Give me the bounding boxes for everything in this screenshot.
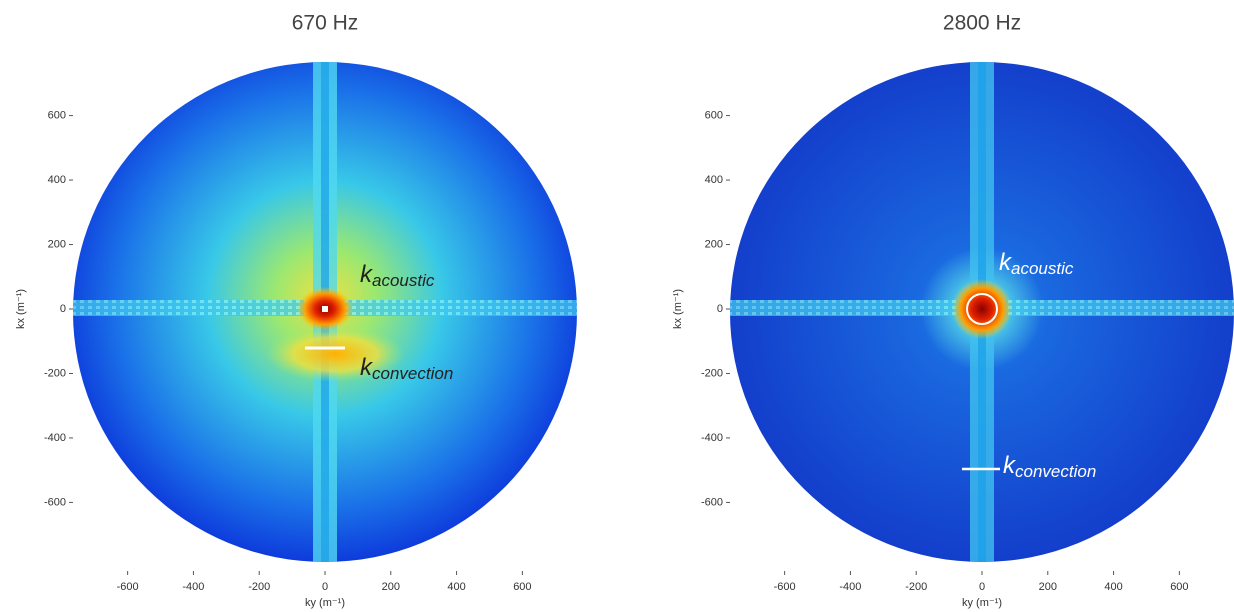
y-tick-label: 600 bbox=[48, 109, 66, 121]
acoustic-ring bbox=[966, 293, 998, 325]
heatmap bbox=[730, 62, 1234, 562]
y-tick-label: -200 bbox=[701, 367, 723, 379]
x-tick-label: -600 bbox=[774, 581, 796, 593]
x-tick-label: -400 bbox=[839, 581, 861, 593]
x-tick-label: 600 bbox=[513, 581, 531, 593]
annotation-subscript: convection bbox=[1015, 462, 1096, 481]
chart-title: 2800 Hz bbox=[943, 12, 1021, 35]
hot-center bbox=[952, 279, 1012, 339]
y-tick-label: 0 bbox=[60, 303, 66, 315]
y-tick-label: 0 bbox=[717, 303, 723, 315]
x-axis-label: ky (m⁻¹) bbox=[305, 597, 345, 609]
x-tick-label: 200 bbox=[1039, 581, 1057, 593]
x-tick-label: 0 bbox=[979, 581, 985, 593]
annotation: kconvection bbox=[1003, 452, 1096, 481]
y-tick-label: -400 bbox=[44, 432, 66, 444]
y-axis-label: kx (m⁻¹) bbox=[15, 289, 27, 329]
heatmap bbox=[73, 62, 577, 562]
x-tick-label: -200 bbox=[905, 581, 927, 593]
y-tick-label: 400 bbox=[48, 174, 66, 186]
annotation: kacoustic bbox=[360, 261, 435, 290]
x-tick-label: 400 bbox=[447, 581, 465, 593]
x-axis-label: ky (m⁻¹) bbox=[962, 597, 1002, 609]
y-tick-label: 200 bbox=[48, 238, 66, 250]
y-tick-label: 200 bbox=[705, 238, 723, 250]
hot-convection bbox=[265, 326, 405, 382]
y-tick-label: -600 bbox=[44, 496, 66, 508]
panel: 2800 Hz -600 -400 -200 0 200 400 600 -600 -400 -20… bbox=[672, 12, 1234, 609]
x-tick-label: 600 bbox=[1170, 581, 1188, 593]
y-tick-label: -600 bbox=[701, 496, 723, 508]
x-tick-label: 200 bbox=[382, 581, 400, 593]
y-tick-label: 600 bbox=[705, 109, 723, 121]
panel: 670 Hz -600 -400 -200 0 200 400 600 -600 -400 -200… bbox=[15, 12, 577, 609]
annotation-subscript: acoustic bbox=[372, 271, 435, 290]
x-tick-label: -400 bbox=[182, 581, 204, 593]
x-tick-label: -200 bbox=[248, 581, 270, 593]
x-tick-label: 0 bbox=[322, 581, 328, 593]
center-mark bbox=[322, 306, 328, 312]
x-tick-label: 400 bbox=[1104, 581, 1122, 593]
annotation-main: k bbox=[360, 354, 374, 381]
y-tick-label: -200 bbox=[44, 367, 66, 379]
annotation-main: k bbox=[360, 261, 374, 288]
y-tick-label: 400 bbox=[705, 174, 723, 186]
y-axis-label: kx (m⁻¹) bbox=[672, 289, 684, 329]
annotation-subscript: convection bbox=[372, 364, 453, 383]
annotation-main: k bbox=[999, 249, 1013, 276]
annotation: kacoustic bbox=[999, 249, 1074, 278]
annotation: kconvection bbox=[360, 354, 453, 383]
annotation-main: k bbox=[1003, 452, 1017, 479]
chart-title: 670 Hz bbox=[292, 12, 359, 35]
x-tick-label: -600 bbox=[117, 581, 139, 593]
y-tick-label: -400 bbox=[701, 432, 723, 444]
annotation-subscript: acoustic bbox=[1011, 259, 1074, 278]
